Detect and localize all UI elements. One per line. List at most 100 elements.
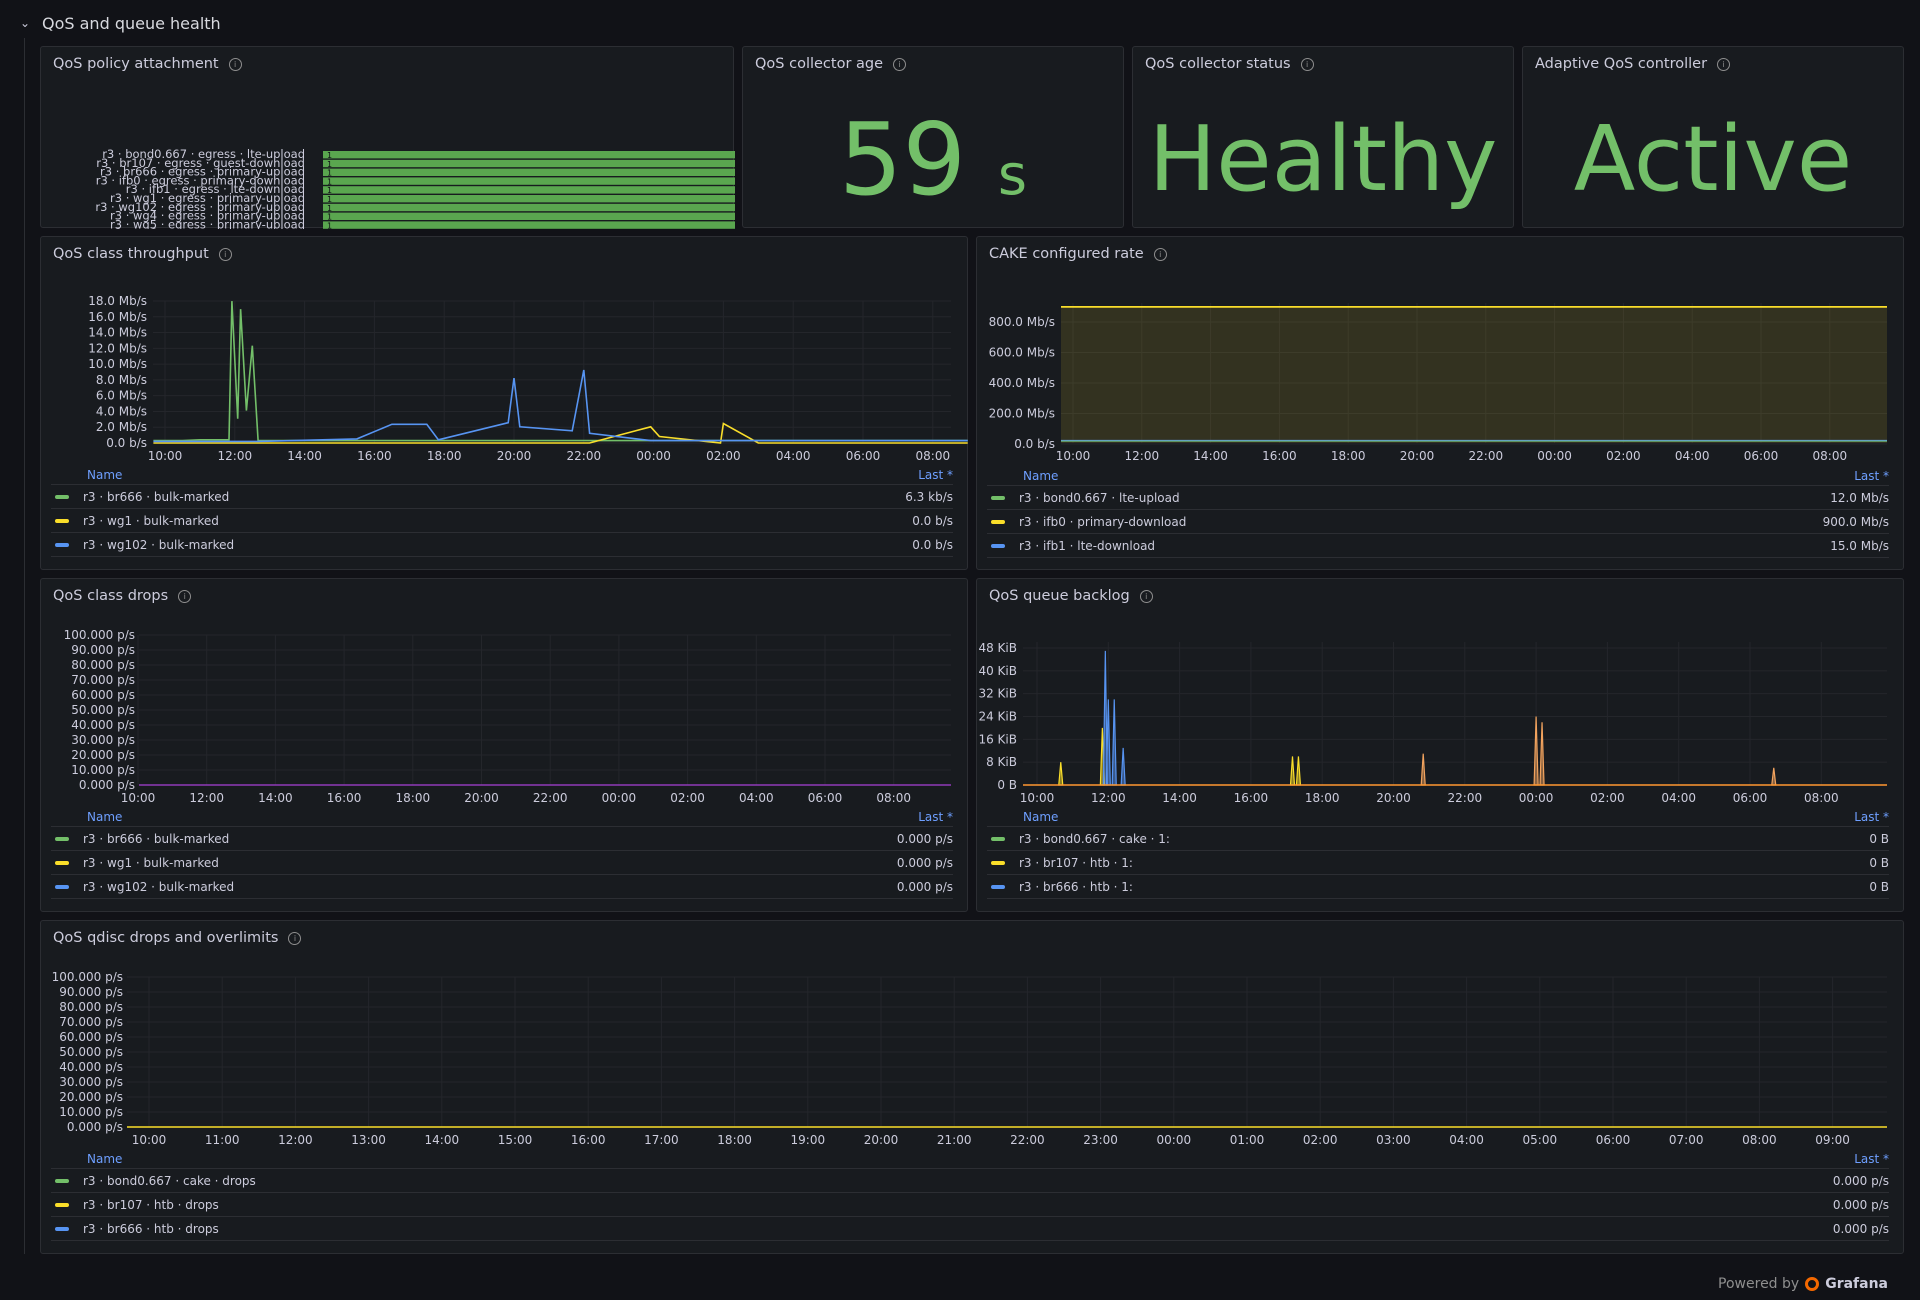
x-tick-label: 00:00 [1157, 1133, 1192, 1147]
backlog-spike [1539, 722, 1545, 786]
series-area [1061, 306, 1887, 443]
x-tick-label: 08:00 [1804, 791, 1839, 805]
legend-last-header[interactable]: Last * [918, 468, 953, 482]
x-tick-label: 06:00 [846, 449, 881, 463]
chevron-down-icon[interactable]: ⌄ [19, 16, 31, 30]
legend-row[interactable]: r3 · br666 · htb · 1: 0 B [987, 875, 1889, 899]
y-tick-label: 2.0 Mb/s [96, 420, 147, 434]
legend-last-header[interactable]: Last * [1854, 469, 1889, 483]
x-tick-label: 22:00 [1010, 1133, 1045, 1147]
timeseries-chart[interactable]: 800.0 Mb/s 600.0 Mb/s 400.0 Mb/s 200.0 Mb/s… [977, 237, 1905, 469]
panel-qos-qdisc-drops-and-overlimits[interactable]: QoS qdisc drops and overlimits i 100.000 … [40, 920, 1904, 1254]
x-tick-label: 06:00 [808, 791, 843, 805]
panel-cake-configured-rate[interactable]: CAKE configured rate i 800.0 Mb/s 600.0 Mb… [976, 236, 1904, 570]
y-tick-label: 10.000 p/s [71, 763, 135, 777]
backlog-spike [1289, 756, 1296, 786]
series-name: r3 · bond0.667 · cake · drops [83, 1173, 256, 1188]
legend-row[interactable]: r3 · br666 · bulk-marked 0.000 p/s [51, 827, 953, 851]
attachment-state-bar [323, 203, 735, 212]
legend-row[interactable]: r3 · br107 · htb · 1: 0 B [987, 851, 1889, 875]
y-tick-label: 50.000 p/s [71, 703, 135, 717]
backlog-spike [1295, 756, 1302, 786]
panel-qos-collector-status[interactable]: QoS collector status i Healthy [1132, 46, 1514, 228]
panel-qos-queue-backlog[interactable]: QoS queue backlog i 48 KiB 40 KiB 32 KiB 24 … [976, 578, 1904, 912]
info-icon[interactable]: i [288, 931, 302, 945]
grafana-brand[interactable]: Grafana [1825, 1276, 1888, 1292]
y-tick-label: 6.0 Mb/s [96, 389, 147, 403]
legend-row[interactable]: r3 · wg102 · bulk-marked 0.0 b/s [51, 533, 953, 557]
x-tick-label: 14:00 [425, 1133, 460, 1147]
panel-qos-collector-age[interactable]: QoS collector age i 59 s [742, 46, 1124, 228]
legend-name-header[interactable]: Name [1023, 469, 1059, 483]
series-name: r3 · br666 · htb · drops [83, 1221, 219, 1236]
info-icon[interactable]: i [893, 57, 907, 71]
row-divider [24, 38, 25, 1254]
legend-last-header[interactable]: Last * [1854, 1152, 1889, 1166]
y-tick-label: 60.000 p/s [71, 688, 135, 702]
y-tick-label: 800.0 Mb/s [989, 315, 1055, 329]
attachment-label: r3 · wg1 · egress · primary-upload [110, 191, 305, 205]
series-color-swatch [55, 836, 69, 841]
y-tick-label: 24 KiB [978, 710, 1017, 724]
legend-row[interactable]: r3 · wg102 · bulk-marked 0.000 p/s [51, 875, 953, 899]
panel-qos-class-drops[interactable]: QoS class drops i 100.000 p/s 90.000 p/s 80… [40, 578, 968, 912]
series-last-value: 15.0 Mb/s [1830, 538, 1889, 553]
x-tick-label: 18:00 [396, 791, 431, 805]
legend-row[interactable]: r3 · ifb1 · lte-download 15.0 Mb/s [987, 534, 1889, 558]
attachment-state-value: 1 [327, 186, 332, 195]
info-icon[interactable]: i [1139, 589, 1153, 603]
series-color-swatch [991, 495, 1005, 500]
panel-title: CAKE configured rate [989, 246, 1144, 262]
info-icon[interactable]: i [218, 247, 232, 261]
x-tick-label: 21:00 [937, 1133, 972, 1147]
stat-value: Healthy [1148, 107, 1498, 212]
info-icon[interactable]: i [1300, 57, 1314, 71]
legend-row[interactable]: r3 · bond0.667 · cake · drops 0.000 p/s [51, 1169, 1889, 1193]
series-color-swatch [991, 543, 1005, 548]
legend-name-header[interactable]: Name [87, 468, 123, 482]
attachment-label: r3 · wg5 · egress · primary-upload [110, 217, 305, 229]
panel-adaptive-qos-controller[interactable]: Adaptive QoS controller i Active [1522, 46, 1904, 228]
info-icon[interactable]: i [1717, 57, 1731, 71]
attachment-state-value: 1 [327, 221, 332, 229]
legend-row[interactable]: r3 · br107 · htb · drops 0.000 p/s [51, 1193, 1889, 1217]
legend-name-header[interactable]: Name [87, 1152, 123, 1166]
panel-qos-class-throughput[interactable]: QoS class throughput i 18.0 Mb/s 16.0 Mb/s… [40, 236, 968, 570]
x-tick-label: 18:00 [1305, 791, 1340, 805]
legend-row[interactable]: r3 · ifb0 · primary-download 900.0 Mb/s [987, 510, 1889, 534]
legend-name-header[interactable]: Name [1023, 810, 1059, 824]
y-tick-label: 90.000 p/s [71, 643, 135, 657]
timeseries-chart[interactable]: 48 KiB 40 KiB 32 KiB 24 KiB 16 KiB 8 KiB 0 B10… [977, 579, 1905, 811]
series-name: r3 · ifb1 · lte-download [1019, 538, 1156, 553]
legend-row[interactable]: r3 · bond0.667 · cake · 1: 0 B [987, 827, 1889, 851]
legend-header: Name Last * [51, 468, 953, 485]
legend-row[interactable]: r3 · br666 · bulk-marked 6.3 kb/s [51, 485, 953, 509]
legend-row[interactable]: r3 · wg1 · bulk-marked 0.000 p/s [51, 851, 953, 875]
backlog-spike [1105, 699, 1111, 786]
legend-table: Name Last * r3 · br666 · bulk-marked 6.3 kb… [51, 468, 953, 557]
backlog-spike [1533, 716, 1539, 786]
legend-row[interactable]: r3 · bond0.667 · lte-upload 12.0 Mb/s [987, 486, 1889, 510]
timeseries-chart[interactable]: 100.000 p/s90.000 p/s80.000 p/s70.000 p/… [41, 921, 1905, 1153]
stat-value: 59 s [838, 101, 1028, 218]
y-tick-label: 200.0 Mb/s [989, 407, 1055, 421]
y-tick-label: 48 KiB [978, 641, 1017, 655]
x-tick-label: 16:00 [327, 791, 362, 805]
row-header[interactable]: ⌄ QoS and queue health [18, 10, 221, 36]
y-tick-label: 32 KiB [978, 687, 1017, 701]
legend-name-header[interactable]: Name [87, 810, 123, 824]
legend-last-header[interactable]: Last * [1854, 810, 1889, 824]
grafana-logo-icon[interactable] [1805, 1277, 1820, 1291]
legend-last-header[interactable]: Last * [918, 810, 953, 824]
info-icon[interactable]: i [1153, 247, 1167, 261]
info-icon[interactable]: i [228, 57, 242, 71]
attachment-label: r3 · ifb1 · egress · lte-download [126, 182, 305, 196]
legend-row[interactable]: r3 · wg1 · bulk-marked 0.0 b/s [51, 509, 953, 533]
attachment-state-bar [323, 159, 735, 168]
panel-qos-policy-attachment[interactable]: QoS policy attachment i r3 · bond0.667 · … [40, 46, 735, 229]
info-icon[interactable]: i [178, 589, 192, 603]
timeseries-chart[interactable]: 100.000 p/s90.000 p/s80.000 p/s70.000 p/… [41, 579, 969, 811]
legend-row[interactable]: r3 · br666 · htb · drops 0.000 p/s [51, 1217, 1889, 1241]
timeseries-chart[interactable]: 18.0 Mb/s 16.0 Mb/s 14.0 Mb/s12.0 Mb/s 10.0… [41, 237, 969, 469]
y-tick-label: 30.000 p/s [59, 1075, 123, 1089]
